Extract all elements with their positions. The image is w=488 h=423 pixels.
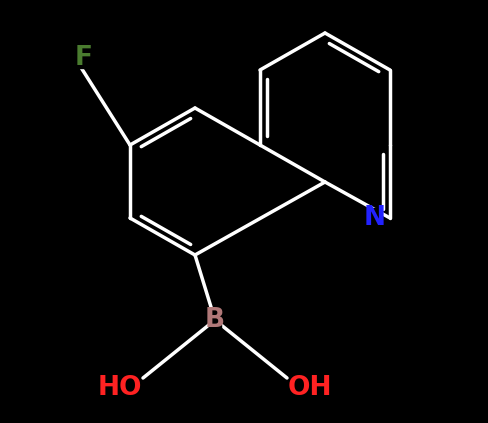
Bar xyxy=(208,310,221,330)
Bar xyxy=(107,378,132,398)
Text: OH: OH xyxy=(287,375,331,401)
Text: F: F xyxy=(75,45,93,71)
Text: B: B xyxy=(204,307,224,333)
Bar xyxy=(368,208,380,228)
Text: HO: HO xyxy=(98,375,142,401)
Bar xyxy=(297,378,322,398)
Text: N: N xyxy=(363,205,385,231)
Bar xyxy=(73,47,85,69)
